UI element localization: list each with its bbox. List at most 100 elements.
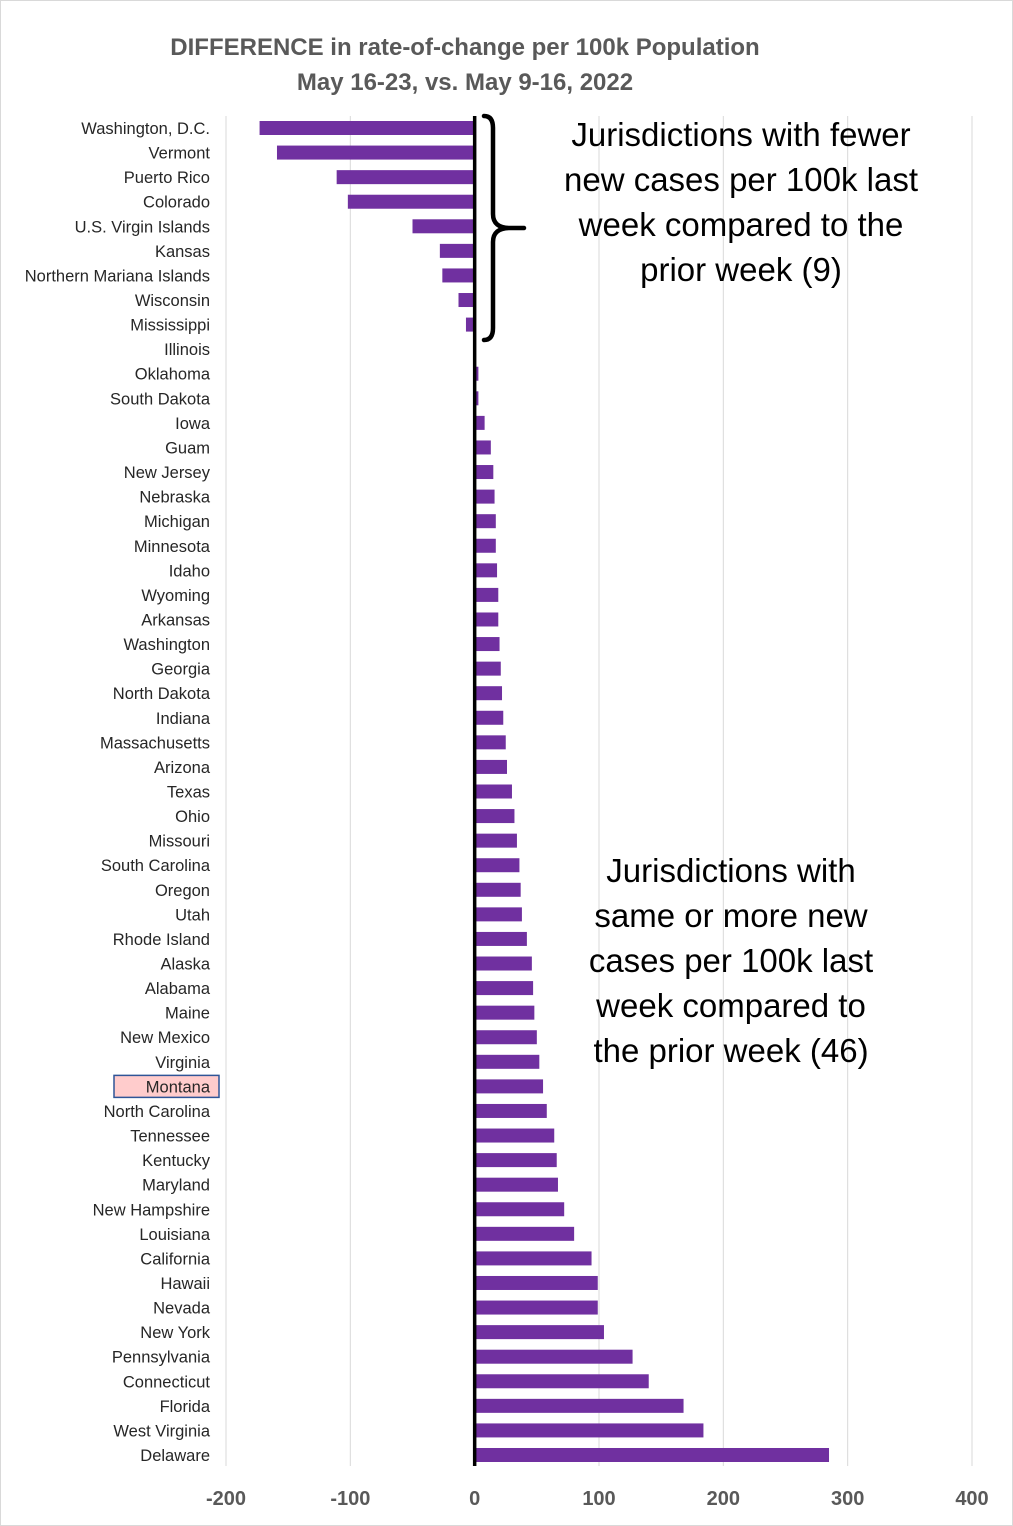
category-label: California [140,1250,211,1268]
category-label: Oklahoma [135,366,211,384]
category-label: Delaware [140,1447,210,1465]
category-label: Rhode Island [113,931,210,949]
category-label: Missouri [149,833,210,851]
bar [336,170,475,185]
bar [474,882,521,897]
x-tick-label: 300 [831,1488,864,1510]
category-label: West Virginia [113,1422,210,1440]
category-label: Minnesota [134,538,211,556]
bar [474,514,496,529]
bar [474,1202,565,1217]
bar [474,1447,830,1462]
annotation-fewer: Jurisdictions with fewer new cases per 1… [548,112,934,292]
category-label: New York [140,1324,210,1342]
category-label: North Carolina [104,1103,211,1121]
category-label: Iowa [175,415,211,433]
bar [474,1325,604,1340]
category-label: Idaho [169,562,210,580]
bar [474,612,499,627]
bar [474,1275,598,1290]
x-tick-label: 400 [955,1488,988,1510]
bracket-brace [481,113,527,343]
annotation-more-line: Jurisdictions with [606,852,856,889]
annotation-more-line: cases per 100k last [588,942,874,979]
highlight-box [113,1074,220,1099]
gridlines [225,116,973,1466]
category-label: South Dakota [110,390,211,408]
bar [439,243,475,258]
category-label: U.S. Virgin Islands [75,218,210,236]
bar [474,587,499,602]
category-label: Hawaii [160,1275,210,1293]
category-label: Georgia [151,661,211,679]
bar [474,366,479,381]
category-label: Pennsylvania [112,1349,211,1367]
category-label: Nebraska [139,489,210,507]
x-tick-label: 0 [469,1488,480,1510]
bar [474,833,517,848]
category-label: Oregon [155,882,210,900]
bar [474,637,500,652]
category-label: Washington [123,636,210,654]
annotation-fewer-line: new cases per 100k last [563,161,919,198]
bar [474,686,503,701]
category-label: Maine [165,1005,210,1023]
category-label: Indiana [156,710,211,728]
category-label: Alaska [160,956,210,974]
category-label: Mississippi [130,317,210,335]
bar [276,145,475,160]
bar [474,784,512,799]
category-label: Connecticut [123,1373,211,1391]
bar [458,293,475,308]
x-tick-label: 100 [582,1488,615,1510]
bar [474,563,498,578]
category-label: New Mexico [120,1029,210,1047]
category-label: North Dakota [113,685,211,703]
category-label: Louisiana [139,1226,210,1244]
bar [412,219,475,234]
category-label: Wisconsin [135,292,210,310]
category-label: Illinois [164,341,210,359]
category-label: South Carolina [101,857,211,875]
bar [474,1374,649,1389]
category-label: Arizona [154,759,211,777]
x-tick-label: -200 [206,1488,246,1510]
category-label: Ohio [175,808,210,826]
category-label: Puerto Rico [124,169,210,187]
category-label: Virginia [155,1054,211,1072]
category-label: Maryland [142,1177,210,1195]
annotation-more-line: week compared to [596,987,866,1024]
bar [474,1054,540,1069]
bar [474,858,520,873]
category-label: Kansas [155,243,210,261]
bar [474,415,485,430]
bar [474,1423,704,1438]
annotation-more: Jurisdictions with same or more new case… [556,848,906,1073]
bar [442,268,475,283]
category-label: Colorado [143,194,210,212]
category-label: Arkansas [141,611,210,629]
bar [474,735,506,750]
bar [474,391,479,406]
category-labels: Washington, D.C. Vermont Puerto Rico Colora… [25,120,220,1465]
bar [474,1128,555,1143]
category-label: Kentucky [142,1152,211,1170]
bar [474,981,534,996]
bar [474,1005,535,1020]
bar [474,661,501,676]
bar [474,956,532,971]
bars [259,121,830,1462]
category-label: Michigan [144,513,210,531]
chart-title: DIFFERENCE in rate-of-change per 100k Po… [170,34,760,61]
bar [474,1103,547,1118]
x-tick-label: 200 [707,1488,740,1510]
category-label: Utah [175,906,210,924]
brace-path [481,113,527,343]
bar [474,440,491,455]
bar [474,1349,633,1364]
category-label: Nevada [153,1300,211,1318]
category-label: Florida [160,1398,211,1416]
bar [474,465,494,480]
bar [474,489,495,504]
